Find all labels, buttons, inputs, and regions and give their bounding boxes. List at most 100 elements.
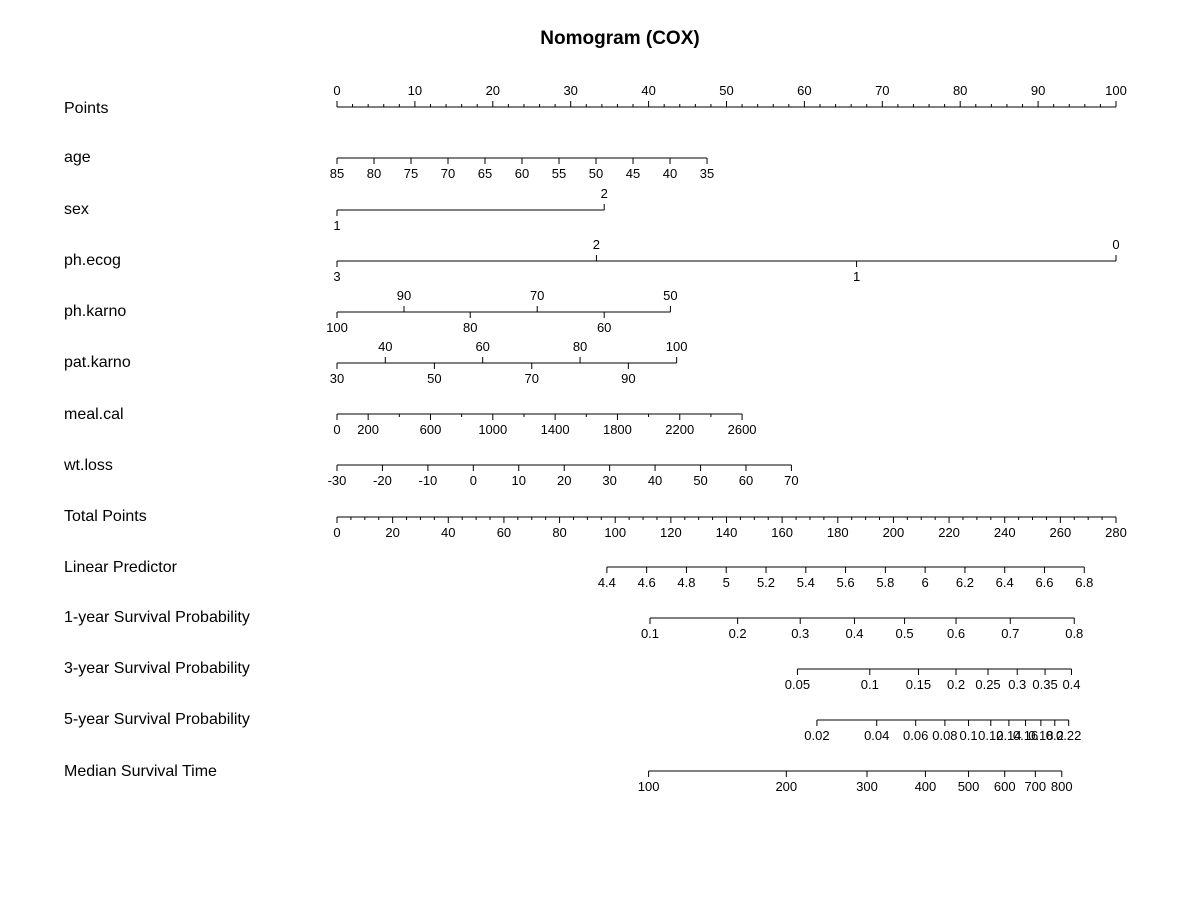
tick-label-total-points: 40 [441,525,455,540]
tick-label-age: 60 [515,166,529,181]
tick-label-5-year-survival-probability: 0.02 [804,728,829,743]
tick-label-ph-karno: 90 [397,288,411,303]
tick-label-5-year-survival-probability: 0.12 [978,728,1003,743]
tick-label-5-year-survival-probability: 0.16 [1013,728,1038,743]
tick-label-meal-cal: 600 [420,422,442,437]
tick-label-meal-cal: 2200 [665,422,694,437]
tick-label-3-year-survival-probability: 0.4 [1062,677,1080,692]
tick-label-points: 0 [333,83,340,98]
row-label-5-year-survival-probability: 5-year Survival Probability [64,711,250,728]
tick-label-total-points: 280 [1105,525,1127,540]
tick-label-pat-karno: 70 [525,371,539,386]
tick-label-3-year-survival-probability: 0.35 [1032,677,1057,692]
tick-label-points: 50 [719,83,733,98]
tick-label-1-year-survival-probability: 0.5 [896,626,914,641]
row-label-1-year-survival-probability: 1-year Survival Probability [64,609,250,626]
tick-label-points: 70 [875,83,889,98]
tick-label-wt-loss: 10 [512,473,526,488]
tick-label-median-survival-time: 200 [775,779,797,794]
tick-label-total-points: 200 [883,525,905,540]
tick-label-linear-predictor: 5.6 [837,575,855,590]
tick-label-linear-predictor: 6.8 [1075,575,1093,590]
tick-label-wt-loss: 30 [602,473,616,488]
tick-label-linear-predictor: 6.4 [996,575,1014,590]
tick-label-points: 40 [641,83,655,98]
tick-label-1-year-survival-probability: 0.2 [729,626,747,641]
tick-label-ph-karno: 80 [463,320,477,335]
tick-label-linear-predictor: 6.2 [956,575,974,590]
row-label-pat-karno: pat.karno [64,354,131,371]
tick-label-wt-loss: -20 [373,473,392,488]
tick-label-median-survival-time: 300 [856,779,878,794]
tick-label-3-year-survival-probability: 0.05 [785,677,810,692]
row-label-3-year-survival-probability: 3-year Survival Probability [64,660,250,677]
tick-label-points: 90 [1031,83,1045,98]
row-label-total-points: Total Points [64,508,147,525]
tick-label-total-points: 20 [385,525,399,540]
tick-label-3-year-survival-probability: 0.15 [906,677,931,692]
tick-label-5-year-survival-probability: 0.2 [1046,728,1064,743]
row-label-wt-loss: wt.loss [63,457,113,474]
tick-label-5-year-survival-probability: 0.08 [932,728,957,743]
tick-label-wt-loss: 0 [470,473,477,488]
tick-label-1-year-survival-probability: 0.1 [641,626,659,641]
tick-label-ph-ecog: 1 [853,269,860,284]
tick-label-5-year-survival-probability: 0.22 [1056,728,1081,743]
tick-label-pat-karno: 50 [427,371,441,386]
tick-label-ph-ecog: 2 [593,237,600,252]
tick-label-pat-karno: 80 [573,339,587,354]
tick-label-pat-karno: 60 [475,339,489,354]
tick-label-1-year-survival-probability: 0.7 [1001,626,1019,641]
row-label-sex: sex [64,201,89,218]
tick-label-5-year-survival-probability: 0.04 [864,728,889,743]
tick-label-wt-loss: 40 [648,473,662,488]
tick-label-points: 100 [1105,83,1127,98]
tick-label-linear-predictor: 4.8 [677,575,695,590]
tick-label-linear-predictor: 6.6 [1035,575,1053,590]
tick-label-median-survival-time: 500 [958,779,980,794]
tick-label-ph-karno: 70 [530,288,544,303]
row-label-points: Points [64,100,108,117]
tick-label-meal-cal: 2600 [728,422,757,437]
tick-label-points: 30 [563,83,577,98]
tick-label-wt-loss: 50 [693,473,707,488]
tick-label-total-points: 220 [938,525,960,540]
tick-label-wt-loss: 60 [739,473,753,488]
tick-label-median-survival-time: 400 [915,779,937,794]
tick-label-points: 60 [797,83,811,98]
tick-label-age: 65 [478,166,492,181]
tick-label-age: 75 [404,166,418,181]
tick-label-median-survival-time: 700 [1024,779,1046,794]
tick-label-linear-predictor: 5.8 [876,575,894,590]
tick-label-age: 80 [367,166,381,181]
tick-label-linear-predictor: 6 [922,575,929,590]
tick-label-total-points: 120 [660,525,682,540]
tick-label-age: 45 [626,166,640,181]
tick-label-linear-predictor: 4.4 [598,575,616,590]
tick-label-points: 10 [408,83,422,98]
tick-label-pat-karno: 100 [666,339,688,354]
tick-label-age: 40 [663,166,677,181]
tick-label-total-points: 60 [497,525,511,540]
tick-label-ph-karno: 50 [663,288,677,303]
tick-label-age: 55 [552,166,566,181]
tick-label-1-year-survival-probability: 0.3 [791,626,809,641]
tick-label-total-points: 0 [333,525,340,540]
tick-label-total-points: 100 [604,525,626,540]
row-label-linear-predictor: Linear Predictor [64,559,178,576]
tick-label-meal-cal: 0 [333,422,340,437]
tick-label-1-year-survival-probability: 0.8 [1065,626,1083,641]
tick-label-5-year-survival-probability: 0.14 [996,728,1021,743]
row-label-meal-cal: meal.cal [64,406,124,423]
tick-label-total-points: 80 [552,525,566,540]
tick-label-wt-loss: 70 [784,473,798,488]
tick-label-pat-karno: 40 [378,339,392,354]
tick-label-age: 50 [589,166,603,181]
tick-label-median-survival-time: 800 [1051,779,1073,794]
tick-label-total-points: 140 [716,525,738,540]
tick-label-total-points: 260 [1050,525,1072,540]
tick-label-ph-ecog: 3 [333,269,340,284]
tick-label-sex: 1 [333,218,340,233]
tick-label-meal-cal: 1800 [603,422,632,437]
tick-label-5-year-survival-probability: 0.18 [1028,728,1053,743]
